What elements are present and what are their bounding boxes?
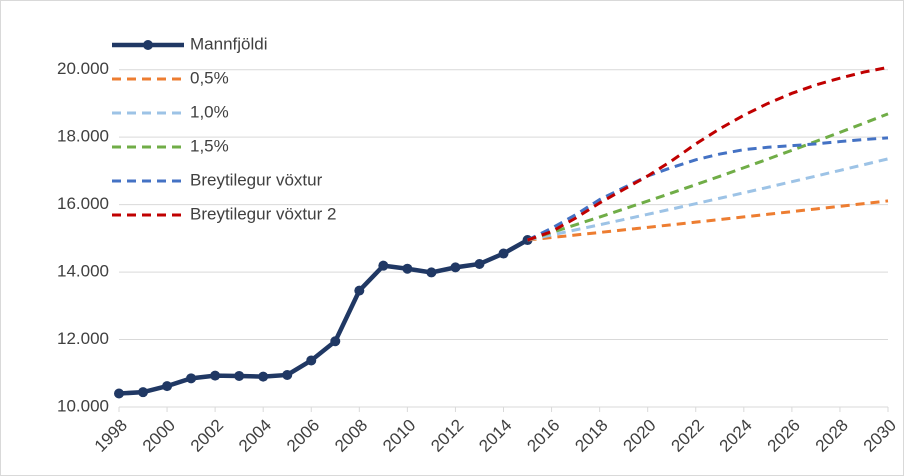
y-tick-label: 18.000 <box>57 127 109 146</box>
series-marker <box>306 355 317 366</box>
legend-item: Mannfjöldi <box>112 34 268 53</box>
series-marker <box>474 258 485 269</box>
y-tick-label: 12.000 <box>57 329 109 348</box>
series-line <box>526 136 889 242</box>
y-tick-label: 20.000 <box>57 59 109 78</box>
legend-label: Mannfjöldi <box>190 34 268 53</box>
series-marker <box>114 388 124 399</box>
series-line <box>527 112 889 242</box>
legend-label: 1,0% <box>190 102 229 121</box>
legend-marker <box>143 40 153 50</box>
series-line <box>527 65 889 242</box>
legend-label: Breytilegur vöxtur <box>190 170 323 189</box>
series-marker <box>426 267 437 278</box>
series-marker <box>186 373 197 384</box>
series-marker <box>402 263 413 274</box>
series-marker <box>282 369 293 380</box>
series-marker <box>378 260 389 271</box>
legend-item: 1,5% <box>112 136 229 155</box>
series-marker <box>138 387 149 398</box>
series-marker <box>498 248 509 259</box>
series-marker <box>162 381 173 392</box>
series-marker <box>210 370 221 381</box>
legend-label: Breytilegur vöxtur 2 <box>190 204 336 223</box>
legend-item: 0,5% <box>112 68 229 87</box>
series-marker <box>354 285 365 296</box>
legend-label: 1,5% <box>190 136 229 155</box>
series-marker <box>450 262 461 273</box>
series-marker <box>258 371 269 382</box>
y-tick-label: 10.000 <box>57 396 109 415</box>
series-line <box>527 199 889 242</box>
y-tick-label: 16.000 <box>57 194 109 213</box>
series-marker <box>234 370 245 381</box>
legend-item: Breytilegur vöxtur 2 <box>112 204 336 223</box>
series-marker <box>330 336 341 347</box>
legend-item: 1,0% <box>112 102 229 121</box>
y-tick-label: 14.000 <box>57 262 109 281</box>
legend-item: Breytilegur vöxtur <box>112 170 323 189</box>
series-line <box>527 157 889 242</box>
legend-label: 0,5% <box>190 68 229 87</box>
